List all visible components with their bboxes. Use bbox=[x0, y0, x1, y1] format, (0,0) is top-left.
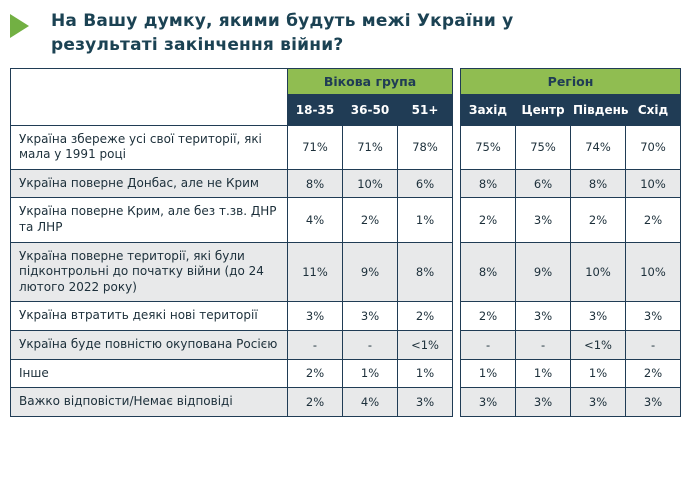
value-cell: 3% bbox=[570, 387, 627, 417]
value-cell: 10% bbox=[570, 241, 627, 303]
col-header-south: Південь bbox=[570, 93, 628, 126]
row-label: Україна збереже усі свої території, які … bbox=[10, 124, 288, 170]
value-cell: <1% bbox=[570, 329, 627, 360]
value-cell: 70% bbox=[625, 124, 682, 170]
value-cell: 2% bbox=[570, 197, 627, 243]
row-label: Україна втратить деякі нові території bbox=[10, 301, 288, 331]
value-cell: 8% bbox=[396, 241, 454, 303]
value-cell: 1% bbox=[570, 358, 627, 389]
value-cell: 3% bbox=[515, 387, 572, 417]
value-cell: 8% bbox=[460, 241, 517, 303]
value-cell: 1% bbox=[396, 358, 454, 389]
value-cell: 2% bbox=[287, 358, 343, 389]
value-cell: 2% bbox=[625, 197, 682, 243]
page-title: На Вашу думку, якими будуть межі України… bbox=[51, 11, 514, 55]
col-header-51plus: 51+ bbox=[396, 93, 454, 126]
value-cell: 9% bbox=[515, 241, 572, 303]
value-cell: 4% bbox=[287, 197, 343, 243]
value-cell: 2% bbox=[460, 301, 517, 331]
row-label: Важко відповісти/Немає відповіді bbox=[10, 387, 288, 417]
col-header-west: Захід bbox=[460, 93, 517, 126]
table-row: Інше 2% 1% 1% 1% 1% 1% 2% bbox=[10, 358, 682, 389]
value-cell: 6% bbox=[396, 168, 454, 199]
col-header-36-50: 36-50 bbox=[342, 93, 398, 126]
row-label: Україна поверне Донбас, але не Крим bbox=[10, 168, 288, 199]
value-cell: 2% bbox=[460, 197, 517, 243]
region-group-header: Регіон bbox=[460, 67, 682, 95]
row-label: Україна поверне території, які були підк… bbox=[10, 241, 288, 303]
table-row: Україна втратить деякі нові території 3%… bbox=[10, 301, 682, 331]
row-label: Інше bbox=[10, 358, 288, 389]
value-cell: 3% bbox=[287, 301, 343, 331]
value-cell: 4% bbox=[342, 387, 398, 417]
value-cell: 75% bbox=[515, 124, 572, 170]
value-cell: 10% bbox=[342, 168, 398, 199]
column-gap bbox=[452, 125, 461, 170]
title-block: На Вашу думку, якими будуть межі України… bbox=[0, 0, 690, 60]
green-arrow-icon bbox=[10, 14, 29, 38]
column-gap bbox=[452, 94, 461, 126]
value-cell: 10% bbox=[625, 168, 682, 199]
value-cell: 2% bbox=[342, 197, 398, 243]
value-cell: 3% bbox=[625, 301, 682, 331]
col-header-18-35: 18-35 bbox=[287, 93, 343, 126]
value-cell: 11% bbox=[287, 241, 343, 303]
value-cell: <1% bbox=[396, 329, 454, 360]
survey-results-table: Вікова група Регіон 18-35 36-50 51+ Захі… bbox=[10, 67, 682, 417]
column-gap bbox=[452, 68, 461, 95]
column-gap bbox=[452, 301, 461, 331]
value-cell: 2% bbox=[625, 358, 682, 389]
col-header-center: Центр bbox=[515, 93, 572, 126]
column-gap bbox=[452, 330, 461, 360]
column-header-row: 18-35 36-50 51+ Захід Центр Південь Схід bbox=[11, 93, 682, 126]
value-cell: 2% bbox=[396, 301, 454, 331]
row-label: Україна буде повністю окупована Росією bbox=[10, 329, 288, 360]
column-gap bbox=[452, 242, 461, 302]
value-cell: 3% bbox=[570, 301, 627, 331]
value-cell: 8% bbox=[287, 168, 343, 199]
value-cell: 1% bbox=[396, 197, 454, 243]
value-cell: 1% bbox=[342, 358, 398, 389]
row-label: Україна поверне Крим, але без т.зв. ДНР … bbox=[10, 197, 288, 243]
value-cell: 3% bbox=[625, 387, 682, 417]
value-cell: 8% bbox=[460, 168, 517, 199]
group-header-row: Вікова група Регіон bbox=[10, 67, 682, 126]
value-cell: 10% bbox=[625, 241, 682, 303]
table-row: Важко відповісти/Немає відповіді 2% 4% 3… bbox=[10, 387, 682, 417]
value-cell: - bbox=[625, 329, 682, 360]
value-cell: - bbox=[342, 329, 398, 360]
column-gap bbox=[452, 359, 461, 388]
value-cell: 3% bbox=[396, 387, 454, 417]
value-cell: 3% bbox=[515, 301, 572, 331]
table-row: Україна збереже усі свої території, які … bbox=[10, 124, 682, 170]
value-cell: 3% bbox=[515, 197, 572, 243]
column-gap bbox=[452, 387, 461, 417]
value-cell: 8% bbox=[570, 168, 627, 199]
value-cell: 9% bbox=[342, 241, 398, 303]
value-cell: - bbox=[460, 329, 517, 360]
value-cell: 75% bbox=[460, 124, 517, 170]
value-cell: 71% bbox=[342, 124, 398, 170]
value-cell: - bbox=[515, 329, 572, 360]
value-cell: 1% bbox=[515, 358, 572, 389]
value-cell: 78% bbox=[396, 124, 454, 170]
table-row: Україна поверне Крим, але без т.зв. ДНР … bbox=[10, 197, 682, 243]
column-gap bbox=[452, 197, 461, 243]
value-cell: 6% bbox=[515, 168, 572, 199]
table-row: Україна поверне Донбас, але не Крим 8% 1… bbox=[10, 168, 682, 199]
table-row: Україна поверне території, які були підк… bbox=[10, 241, 682, 303]
column-gap bbox=[452, 169, 461, 198]
col-header-east: Схід bbox=[625, 93, 682, 126]
value-cell: 2% bbox=[287, 387, 343, 417]
value-cell: 71% bbox=[287, 124, 343, 170]
value-cell: 1% bbox=[460, 358, 517, 389]
age-group-header: Вікова група bbox=[286, 67, 454, 95]
value-cell: 74% bbox=[570, 124, 627, 170]
corner-cell bbox=[10, 67, 288, 126]
value-cell: - bbox=[287, 329, 343, 360]
table-row: Україна буде повністю окупована Росією -… bbox=[10, 329, 682, 360]
value-cell: 3% bbox=[460, 387, 517, 417]
value-cell: 3% bbox=[342, 301, 398, 331]
